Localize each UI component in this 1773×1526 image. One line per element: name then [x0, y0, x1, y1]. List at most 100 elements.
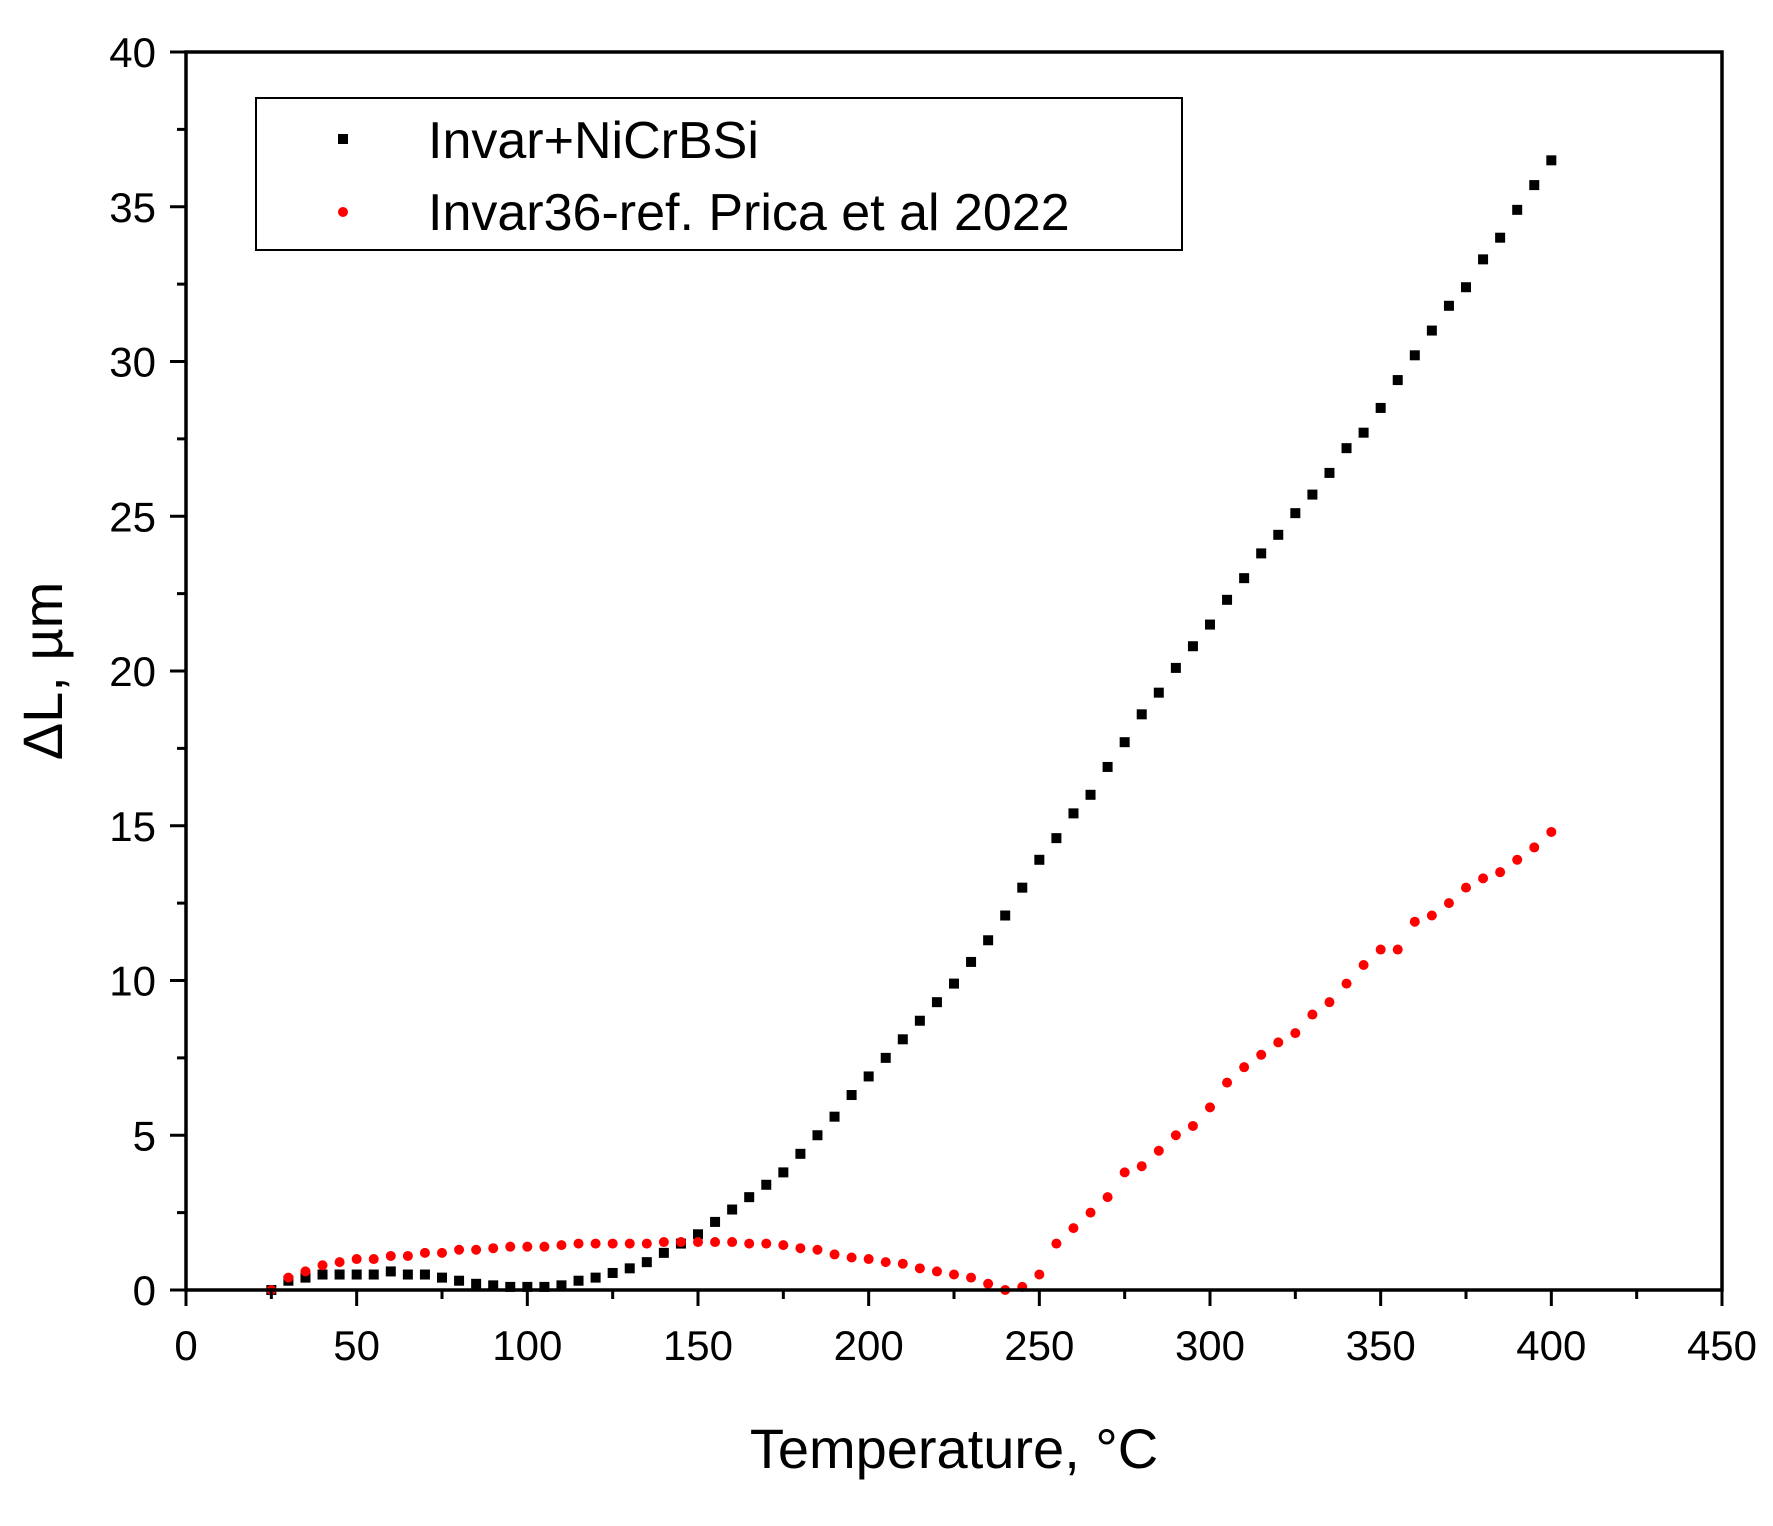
data-point-invar-nicrbsi	[1034, 854, 1045, 865]
x-axis-title: Temperature, °C	[750, 1417, 1158, 1480]
y-tick-label: 5	[133, 1112, 156, 1159]
data-point-invar-nicrbsi	[437, 1272, 447, 1283]
y-tick-label: 35	[109, 184, 156, 231]
data-point-invar36-ref	[1443, 898, 1454, 909]
data-point-invar36-ref	[505, 1241, 516, 1252]
data-point-invar-nicrbsi	[522, 1281, 533, 1292]
data-point-invar36-ref	[1187, 1120, 1198, 1131]
legend-box	[255, 97, 1183, 251]
data-point-invar-nicrbsi	[1529, 180, 1540, 191]
data-point-invar-nicrbsi	[1495, 232, 1506, 243]
data-point-invar-nicrbsi	[966, 956, 977, 967]
data-point-invar-nicrbsi	[1324, 467, 1335, 478]
data-point-invar-nicrbsi	[829, 1111, 840, 1122]
x-tick-label: 150	[663, 1322, 733, 1369]
data-point-invar36-ref	[1068, 1223, 1079, 1234]
data-point-invar36-ref	[710, 1237, 721, 1248]
x-tick-label: 350	[1346, 1322, 1416, 1369]
data-point-invar36-ref	[385, 1250, 396, 1261]
data-layer	[266, 155, 1557, 1295]
y-tick-label: 10	[109, 958, 156, 1005]
data-point-invar-nicrbsi	[710, 1216, 721, 1227]
data-point-invar36-ref	[761, 1238, 772, 1249]
legend: Invar+NiCrBSi Invar36-ref. Prica et al 2…	[255, 97, 1183, 251]
data-point-invar-nicrbsi	[471, 1278, 482, 1289]
data-point-invar-nicrbsi	[1017, 882, 1028, 893]
data-point-invar-nicrbsi	[317, 1269, 328, 1280]
data-point-invar-nicrbsi	[1512, 204, 1523, 215]
x-tick-labels: 0 50 100 150 200 250 300 350 400 450	[174, 1322, 1757, 1369]
x-tick-label: 50	[333, 1322, 380, 1369]
legend-label-invar36-ref: Invar36-ref. Prica et al 2022	[428, 184, 1070, 242]
data-point-invar-nicrbsi	[300, 1272, 311, 1283]
data-point-invar36-ref	[1205, 1102, 1215, 1113]
data-point-invar-nicrbsi	[1239, 573, 1250, 584]
data-point-invar-nicrbsi	[334, 1269, 345, 1280]
data-point-invar36-ref	[1222, 1077, 1233, 1088]
data-point-invar-nicrbsi	[1461, 282, 1471, 293]
data-point-invar36-ref	[454, 1244, 465, 1255]
data-point-invar-nicrbsi	[607, 1267, 618, 1278]
x-tick-label: 450	[1687, 1322, 1757, 1369]
data-point-invar36-ref	[590, 1238, 601, 1249]
data-point-invar36-ref	[931, 1266, 942, 1277]
data-point-invar36-ref	[1102, 1192, 1113, 1203]
x-tick-label: 200	[834, 1322, 904, 1369]
y-tick-label: 0	[133, 1267, 156, 1314]
data-point-invar36-ref	[1119, 1167, 1130, 1178]
data-point-invar-nicrbsi	[1085, 789, 1096, 800]
data-point-invar-nicrbsi	[402, 1269, 413, 1280]
y-tick-label: 25	[109, 493, 156, 540]
data-point-invar-nicrbsi	[1273, 529, 1284, 540]
data-point-invar36-ref	[846, 1252, 857, 1263]
x-tick-label: 300	[1175, 1322, 1245, 1369]
data-point-invar36-ref	[471, 1244, 482, 1255]
data-point-invar36-ref	[419, 1247, 430, 1258]
y-tick-label: 30	[109, 339, 156, 386]
data-point-invar36-ref	[300, 1266, 311, 1277]
data-point-invar36-ref	[641, 1238, 652, 1249]
data-point-invar36-ref	[488, 1243, 499, 1254]
data-point-invar-nicrbsi	[658, 1247, 669, 1258]
data-point-invar36-ref	[1478, 873, 1489, 884]
data-point-invar36-ref	[351, 1254, 362, 1265]
data-point-invar36-ref	[897, 1258, 908, 1269]
data-point-invar36-ref	[983, 1278, 994, 1289]
data-point-invar36-ref	[949, 1269, 959, 1280]
data-point-invar36-ref	[1358, 960, 1369, 971]
data-point-invar36-ref	[1375, 944, 1386, 955]
data-point-invar-nicrbsi	[744, 1192, 755, 1203]
data-point-invar36-ref	[539, 1241, 550, 1252]
data-point-invar36-ref	[1512, 854, 1523, 865]
data-point-invar36-ref	[1239, 1062, 1250, 1073]
data-point-invar-nicrbsi	[1546, 155, 1557, 166]
data-point-invar-nicrbsi	[812, 1130, 823, 1141]
legend-label-invar-nicrbsi: Invar+NiCrBSi	[428, 112, 759, 170]
data-point-invar36-ref	[1409, 916, 1420, 927]
data-point-invar-nicrbsi	[1119, 737, 1130, 748]
data-point-invar-nicrbsi	[1341, 443, 1352, 454]
data-point-invar36-ref	[693, 1237, 703, 1248]
data-point-invar36-ref	[573, 1238, 584, 1249]
data-point-invar36-ref	[744, 1238, 755, 1249]
data-point-invar-nicrbsi	[351, 1269, 362, 1280]
data-point-invar-nicrbsi	[727, 1204, 738, 1215]
data-point-invar36-ref	[624, 1238, 635, 1249]
data-point-invar-nicrbsi	[1358, 427, 1369, 438]
data-point-invar-nicrbsi	[1136, 709, 1147, 720]
data-point-invar-nicrbsi	[897, 1034, 908, 1045]
x-tick-label: 100	[492, 1322, 562, 1369]
y-tick-label: 40	[109, 29, 156, 76]
y-tick-label: 15	[109, 803, 156, 850]
data-point-invar-nicrbsi	[454, 1275, 465, 1286]
data-point-invar36-ref	[1290, 1028, 1301, 1039]
data-point-invar-nicrbsi	[539, 1281, 550, 1292]
data-point-invar-nicrbsi	[1478, 254, 1489, 265]
data-point-invar36-ref	[778, 1240, 789, 1251]
data-point-invar-nicrbsi	[795, 1148, 806, 1159]
data-point-invar36-ref	[1170, 1130, 1181, 1141]
data-point-invar-nicrbsi	[1102, 761, 1113, 772]
data-point-invar-nicrbsi	[693, 1229, 703, 1240]
